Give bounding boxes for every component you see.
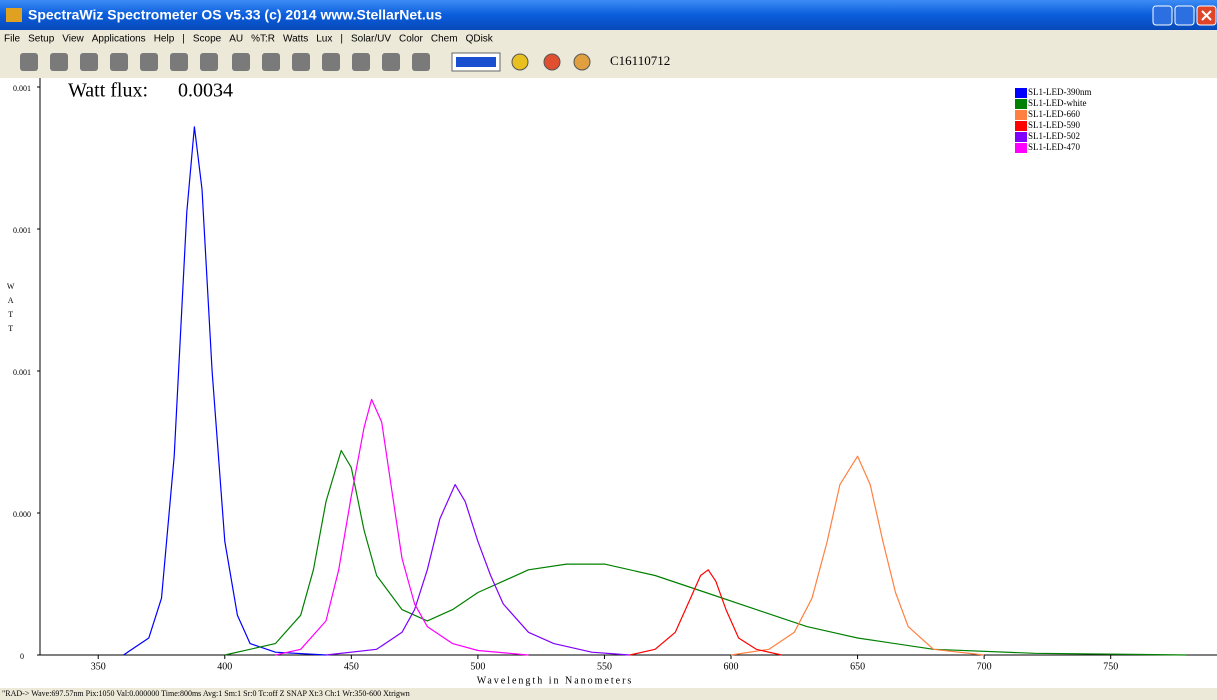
x-tick-label: 650: [850, 661, 865, 672]
plot-area: [0, 78, 1217, 688]
x-tick-label: 600: [724, 661, 739, 672]
x-tick-label: 500: [470, 661, 485, 672]
toolbar-button[interactable]: [110, 53, 128, 71]
legend-label: SL1-LED-390nm: [1028, 87, 1092, 97]
menu-item[interactable]: Scope: [193, 34, 222, 45]
device-id: C16110712: [610, 53, 670, 68]
y-axis-label: WATT: [6, 282, 15, 338]
toolbar-button[interactable]: [140, 53, 158, 71]
y-tick-label: 0.001: [13, 368, 31, 377]
spectrum-line: [224, 449, 1187, 656]
toolbar-button[interactable]: [573, 53, 591, 71]
spectrum-line: [730, 455, 985, 656]
minimize-button[interactable]: [1152, 5, 1173, 26]
menu-item[interactable]: Help: [154, 34, 175, 45]
menu-item[interactable]: Applications: [92, 34, 146, 45]
x-tick-label: 700: [977, 661, 992, 672]
toolbar-button[interactable]: [292, 53, 310, 71]
toolbar-button[interactable]: [322, 53, 340, 71]
spectrum-line: [123, 126, 327, 656]
menu-item[interactable]: Setup: [28, 34, 55, 45]
x-axis-label: Wavelength in Nanometers: [477, 675, 634, 686]
close-icon: [1201, 10, 1212, 21]
app-icon: [6, 8, 22, 22]
spectrum-line: [629, 569, 782, 656]
menu-item: |: [340, 34, 343, 45]
x-tick-label: 550: [597, 661, 612, 672]
status-bar: [0, 688, 1217, 700]
y-tick-label: 0: [20, 652, 24, 661]
legend-label: SL1-LED-590: [1028, 120, 1080, 130]
legend-label: SL1-LED-660: [1028, 109, 1080, 119]
menu-item[interactable]: Solar/UV: [351, 34, 391, 45]
chart: 0 0.000 0.001 0.001 0.001 350 400 450 500 550 600 6…: [13, 78, 1217, 672]
legend-swatch: [1015, 110, 1027, 120]
status-text: "RAD-> Wave:697.57nm Pix:1050 Val:0.0000…: [2, 689, 410, 698]
menu-item: |: [182, 34, 185, 45]
toolbar-button[interactable]: [200, 53, 218, 71]
toolbar-button[interactable]: [511, 53, 529, 71]
toolbar-button[interactable]: [412, 53, 430, 71]
x-tick-label: 750: [1103, 661, 1118, 672]
menu-item[interactable]: View: [62, 34, 84, 45]
toolbar-button[interactable]: [232, 53, 250, 71]
toolbar: [20, 52, 591, 72]
menu-item[interactable]: QDisk: [466, 34, 494, 45]
flux-value: 0.0034: [178, 80, 233, 102]
legend-swatch: [1015, 143, 1027, 153]
y-tick-label: 0.000: [13, 510, 31, 519]
legend-swatch: [1015, 99, 1027, 109]
title-bar: [0, 0, 1217, 30]
menu-item[interactable]: Lux: [316, 34, 332, 45]
x-tick-label: 450: [344, 661, 359, 672]
toolbar-button[interactable]: [50, 53, 68, 71]
menu-item[interactable]: Color: [399, 34, 424, 45]
legend-swatch: [1015, 132, 1027, 142]
menu-item[interactable]: File: [4, 34, 21, 45]
window-title: SpectraWiz Spectrometer OS v5.33 (c) 201…: [28, 7, 442, 23]
menu-item[interactable]: Chem: [431, 34, 458, 45]
spectrum-line: [275, 398, 529, 656]
legend-swatch: [1015, 88, 1027, 98]
toolbar-button[interactable]: [543, 53, 561, 71]
flux-label: Watt flux:: [68, 80, 148, 102]
legend-label: SL1-LED-white: [1028, 98, 1087, 108]
toolbar-button[interactable]: [262, 53, 280, 71]
x-tick-label: 400: [217, 661, 232, 672]
legend-swatch: [1015, 121, 1027, 131]
toolbar-button[interactable]: [382, 53, 400, 71]
intensity-fill: [456, 57, 496, 67]
y-tick-label: 0.001: [13, 84, 31, 93]
menu-item[interactable]: %T:R: [251, 34, 275, 45]
y-tick-label: 0.001: [13, 226, 31, 235]
x-tick-label: 350: [91, 661, 106, 672]
legend-label: SL1-LED-470: [1028, 142, 1080, 152]
toolbar-button[interactable]: [170, 53, 188, 71]
spectrum-line: [325, 484, 630, 656]
legend-label: SL1-LED-502: [1028, 131, 1080, 141]
toolbar-button[interactable]: [20, 53, 38, 71]
toolbar-button[interactable]: [352, 53, 370, 71]
menu-item[interactable]: AU: [229, 34, 243, 45]
menu-item[interactable]: Watts: [283, 34, 308, 45]
menu-bar: File Setup View Applications Help | Scope AU %T:…: [4, 34, 494, 45]
toolbar-button[interactable]: [80, 53, 98, 71]
maximize-button[interactable]: [1174, 5, 1195, 26]
